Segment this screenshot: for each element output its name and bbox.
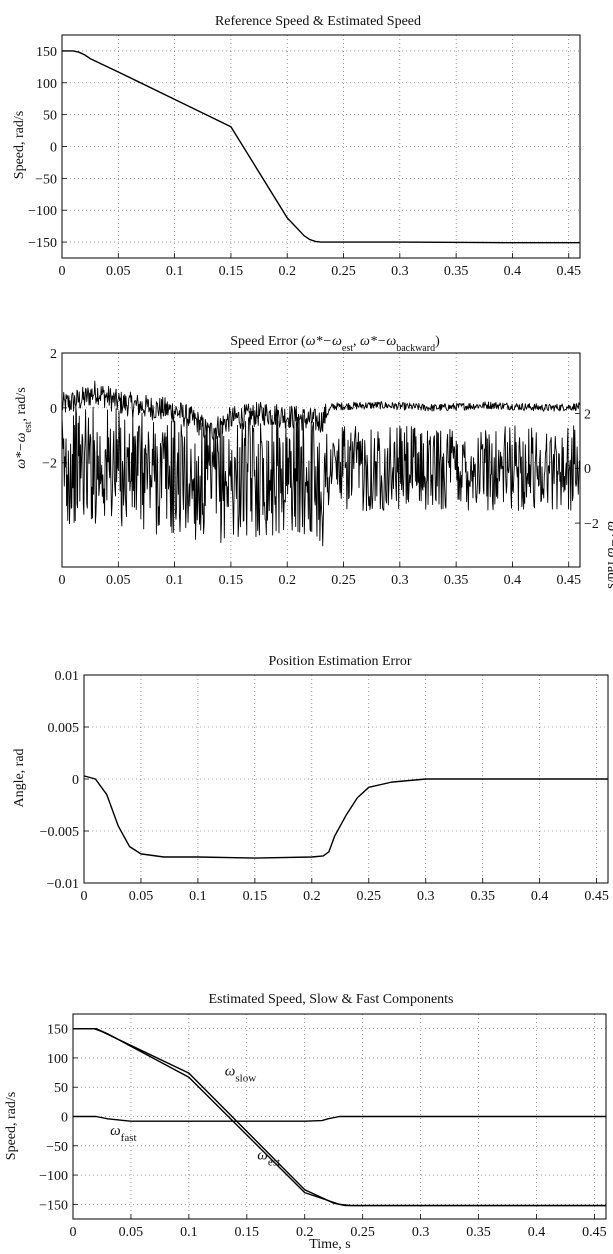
panel-4-xtick-label-6: 0.3: [412, 1225, 430, 1240]
panel-4-ytick-label-0: 150: [47, 1023, 68, 1038]
panel-2-frame: [61, 352, 581, 568]
panel-3-xtick-label-7: 0.35: [470, 889, 495, 904]
panel-4-title: Estimated Speed, Slow & Fast Components: [209, 992, 454, 1007]
panel-2-xtick-label-6: 0.3: [391, 573, 409, 588]
panel-3-series-0: [83, 775, 608, 859]
panel-4-xlabel: Time, s: [309, 1237, 351, 1252]
panel-4-xtick-label-0: 0: [70, 1225, 77, 1240]
panel-1-ytick-label-2: 50: [43, 109, 57, 124]
panel-2-ytick-label-1: 0: [50, 402, 57, 417]
panel-4-ylabel: Speed, rad/s: [4, 1092, 19, 1160]
panel-1-ytick-label-1: 100: [36, 77, 57, 92]
panel-2-xtick-label-8: 0.4: [504, 573, 522, 588]
panel-4-xtick-label-2: 0.1: [180, 1225, 198, 1240]
panel-3-xtick-label-2: 0.1: [189, 889, 207, 904]
panel-1-xtick-label-5: 0.25: [331, 264, 356, 279]
panel-2-ytick-right-label-2: −2: [584, 517, 599, 532]
panel-4-ytick-label-3: 0: [61, 1111, 68, 1126]
panel-1-xtick-label-7: 0.35: [444, 264, 469, 279]
panel-2-xtick-label-1: 0.05: [106, 573, 131, 588]
panel-1-ylabel: Speed, rad/s: [12, 111, 27, 179]
panel-4-ytick-label-6: −150: [39, 1198, 68, 1213]
panel-1-ytick-label-0: 150: [36, 45, 57, 60]
panel-3-xtick-label-4: 0.2: [303, 889, 321, 904]
panel-2-xtick-label-2: 0.1: [166, 573, 184, 588]
panel-4-annotation-est: ωest: [257, 1147, 280, 1168]
panel-1-ytick-label-3: 0: [50, 141, 57, 156]
panel-1-xtick-label-2: 0.1: [166, 264, 184, 279]
panel-1-xtick-label-3: 0.15: [219, 264, 244, 279]
panel-1-xtick-label-9: 0.45: [556, 264, 581, 279]
panel-1-title: Reference Speed & Estimated Speed: [215, 14, 421, 29]
panel-2-xtick-label-4: 0.2: [278, 573, 296, 588]
panel-3-ytick-label-3: −0.005: [40, 825, 79, 840]
panel-2-series-0: [61, 380, 581, 441]
panel-1-ytick-label-6: −150: [28, 236, 57, 251]
panel-3-ytick-label-2: 0: [72, 773, 79, 788]
panel-4-ytick-label-5: −100: [39, 1169, 68, 1184]
panel-2-xtick-label-5: 0.25: [331, 573, 356, 588]
panel-4-xtick-label-5: 0.25: [350, 1225, 375, 1240]
panel-2-ytick-right-label-0: 2: [584, 407, 591, 422]
panel-4-xtick-label-9: 0.45: [582, 1225, 607, 1240]
panel-2-ylabel: ω*−ωest, rad/s: [14, 387, 34, 469]
panel-4-xtick-label-4: 0.2: [296, 1225, 314, 1240]
panel-3-ytick-label-1: 0.005: [48, 721, 80, 736]
panel-1-xtick-label-0: 0: [59, 264, 66, 279]
panel-4-ytick-label-2: 50: [54, 1081, 68, 1096]
panel-4-annotation-fast: ωfast: [110, 1123, 136, 1144]
panel-3-xtick-label-0: 0: [81, 889, 88, 904]
panel-1-ytick-label-4: −50: [35, 172, 57, 187]
panel-4-annotation-slow: ωslow: [225, 1064, 256, 1085]
panel-2-xtick-label-3: 0.15: [219, 573, 244, 588]
panel-4-ytick-label-1: 100: [47, 1052, 68, 1067]
panel-3: Position Estimation Error Angle, rad 0 0.…: [12, 654, 609, 904]
panel-4: Estimated Speed, Slow & Fast Components …: [4, 992, 607, 1252]
panel-3-xtick-label-3: 0.15: [243, 889, 268, 904]
panel-3-xtick-label-1: 0.05: [129, 889, 154, 904]
panel-2-series-1: [61, 405, 581, 547]
panel-3-title: Position Estimation Error: [268, 654, 411, 669]
panel-2-title: Speed Error (ω*−ωest, ω*−ωbackward): [230, 334, 440, 354]
panel-4-series-1: [73, 1027, 606, 1207]
panel-4-xtick-label-3: 0.15: [235, 1225, 260, 1240]
panel-2-ylabel-right: ω*−ωrad/s: [604, 521, 613, 588]
panel-2-xtick-label-0: 0: [59, 573, 66, 588]
panel-1-xtick-label-8: 0.4: [504, 264, 522, 279]
panel-3-xtick-label-6: 0.3: [417, 889, 435, 904]
panel-4-ytick-label-4: −50: [46, 1140, 68, 1155]
panel-3-xtick-label-9: 0.45: [584, 889, 609, 904]
panel-1-xtick-label-6: 0.3: [391, 264, 409, 279]
panel-4-xtick-label-1: 0.05: [119, 1225, 144, 1240]
panel-1: Reference Speed & Estimated Speed Speed,…: [12, 14, 581, 279]
panel-2-xtick-label-9: 0.45: [556, 573, 581, 588]
panel-4-xtick-label-8: 0.4: [528, 1225, 546, 1240]
panel-2-xtick-label-7: 0.35: [444, 573, 469, 588]
panel-2-ytick-label-2: −2: [42, 457, 57, 472]
panel-4-series-2: [73, 1115, 606, 1122]
panel-3-ytick-label-0: 0.01: [55, 669, 80, 684]
panel-1-xtick-label-4: 0.2: [278, 264, 296, 279]
panel-1-ytick-label-5: −100: [28, 204, 57, 219]
panel-4-xtick-label-7: 0.35: [466, 1225, 491, 1240]
panel-3-xtick-label-8: 0.4: [531, 889, 549, 904]
panel-2: Speed Error (ω*−ωest, ω*−ωbackward) ω*−ω…: [14, 334, 613, 589]
panel-1-series-0: [62, 50, 580, 244]
panel-1-xtick-label-1: 0.05: [106, 264, 131, 279]
panel-3-ytick-label-4: −0.01: [47, 877, 79, 892]
panel-3-xtick-label-5: 0.25: [357, 889, 382, 904]
panel-3-ylabel: Angle, rad: [12, 748, 27, 807]
panel-2-ytick-label-0: 2: [50, 347, 57, 362]
panel-2-ytick-right-label-1: 0: [584, 462, 591, 477]
